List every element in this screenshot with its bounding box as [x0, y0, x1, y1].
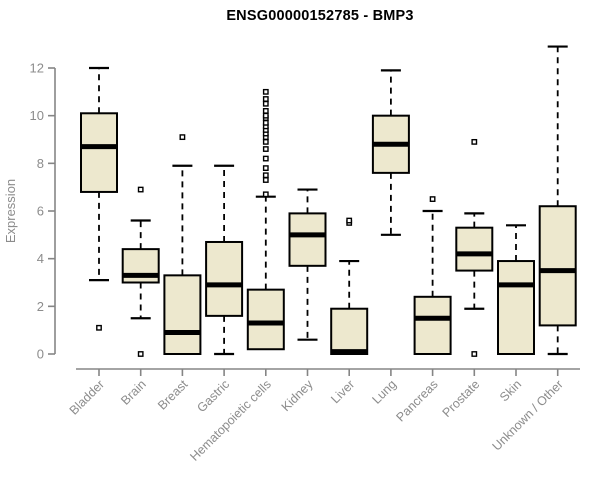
outlier-point [96, 324, 102, 331]
outlier-point [179, 134, 186, 141]
outlier-point [262, 172, 269, 179]
outlier-point [262, 177, 269, 183]
x-tick-label: Brain [118, 377, 149, 408]
x-tick-label: Gastric [194, 377, 232, 415]
outlier-point [471, 351, 478, 357]
iqr-box [80, 112, 118, 193]
iqr-box [330, 307, 369, 355]
iqr-box [455, 226, 494, 272]
outlier-point [262, 108, 269, 114]
iqr-box [205, 240, 244, 317]
outlier-point [262, 112, 269, 119]
x-tick-label: Bladder [67, 377, 107, 417]
outlier-point [429, 196, 436, 202]
outlier-point [471, 138, 478, 145]
x-tick-label: Lung [369, 377, 399, 407]
outlier-point [262, 96, 269, 102]
outlier-point [262, 165, 269, 172]
x-tick-label: Liver [328, 377, 357, 406]
iqr-box [497, 260, 535, 355]
outlier-point [262, 100, 269, 107]
x-tick-label: Hematopoietic cells [187, 377, 274, 464]
outlier-point [262, 146, 269, 152]
outlier-point [262, 88, 269, 95]
iqr-box [163, 274, 202, 356]
y-tick-label: 6 [37, 204, 44, 219]
outlier-point [137, 186, 144, 193]
iqr-box [413, 295, 452, 356]
x-tick-label: Unknown / Other [490, 377, 566, 453]
y-tick-label: 0 [37, 347, 44, 362]
iqr-box [288, 212, 327, 267]
outlier-point [262, 155, 269, 162]
chart-title: ENSG00000152785 - BMP3 [226, 8, 414, 24]
outlier-point [346, 217, 353, 224]
outlier-point [262, 119, 269, 126]
x-tick-label: Breast [155, 377, 191, 413]
y-tick-label: 12 [30, 61, 44, 76]
outlier-point [262, 138, 269, 145]
x-tick-label: Prostate [440, 377, 483, 420]
y-tick-label: 10 [30, 108, 44, 123]
y-tick-label: 8 [37, 156, 44, 171]
iqr-box [246, 288, 285, 351]
y-tick-label: 4 [37, 251, 44, 266]
y-tick-label: 2 [37, 299, 44, 314]
y-axis-title: Expression [3, 179, 18, 243]
x-tick-label: Kidney [279, 377, 316, 414]
outlier-point [137, 351, 144, 357]
x-tick-label: Skin [497, 377, 524, 404]
outlier-point [262, 191, 269, 198]
iqr-box [538, 205, 577, 327]
x-tick-label: Pancreas [393, 377, 440, 424]
